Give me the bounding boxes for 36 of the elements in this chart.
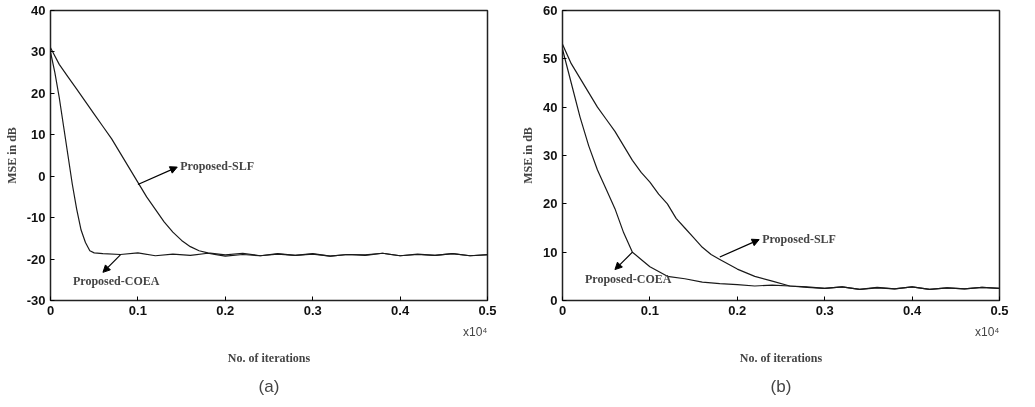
y-tick-label: -20 xyxy=(26,251,46,267)
y-tick-label: 20 xyxy=(543,196,558,212)
x-tick-label: 0.2 xyxy=(728,302,747,318)
annotation: Proposed-SLF xyxy=(180,159,255,174)
text: x10⁴ xyxy=(975,324,1000,339)
y-tick-label: 0 xyxy=(38,168,46,184)
annotation: Proposed-SLF xyxy=(762,231,836,246)
x-tick-label: 0.4 xyxy=(391,302,410,318)
x-axis-title: No. of iterations xyxy=(739,350,823,365)
y-tick-label: 20 xyxy=(31,85,46,101)
text: (a) xyxy=(258,376,280,396)
y-tick-label: 30 xyxy=(31,44,46,60)
x-tick-label: 0.3 xyxy=(303,302,322,318)
y-tick-label: 50 xyxy=(543,51,558,67)
y-tick-label: 10 xyxy=(31,127,46,143)
x-tick-label: 0.5 xyxy=(990,302,1009,318)
x-axis-title: No. of iterations xyxy=(227,350,311,365)
x-tick-label: 0.1 xyxy=(128,302,147,318)
y-tick-label: 30 xyxy=(543,148,558,163)
text: x10⁴ xyxy=(463,324,488,339)
annotation: Proposed-COEA xyxy=(72,274,160,289)
x-tick-label: 0.5 xyxy=(478,302,497,318)
x-tick-label: 0.4 xyxy=(903,302,922,318)
y-tick-label: 40 xyxy=(31,3,46,18)
y-tick-label: 60 xyxy=(543,3,558,18)
y-tick-label: 10 xyxy=(543,244,558,260)
y-axis-title: MSE in dB xyxy=(4,127,19,184)
x-tick-label: 0.3 xyxy=(815,302,834,318)
y-tick-label: -10 xyxy=(26,210,46,226)
x-tick-label: 0.2 xyxy=(216,302,235,318)
y-tick-label: 40 xyxy=(543,99,558,115)
y-axis-title: MSE in dB xyxy=(521,127,536,184)
x-tick-label: 0.1 xyxy=(640,302,659,318)
text: (b) xyxy=(770,376,792,396)
y-tick-label: -30 xyxy=(26,293,46,308)
annotation: Proposed-COEA xyxy=(584,271,672,286)
